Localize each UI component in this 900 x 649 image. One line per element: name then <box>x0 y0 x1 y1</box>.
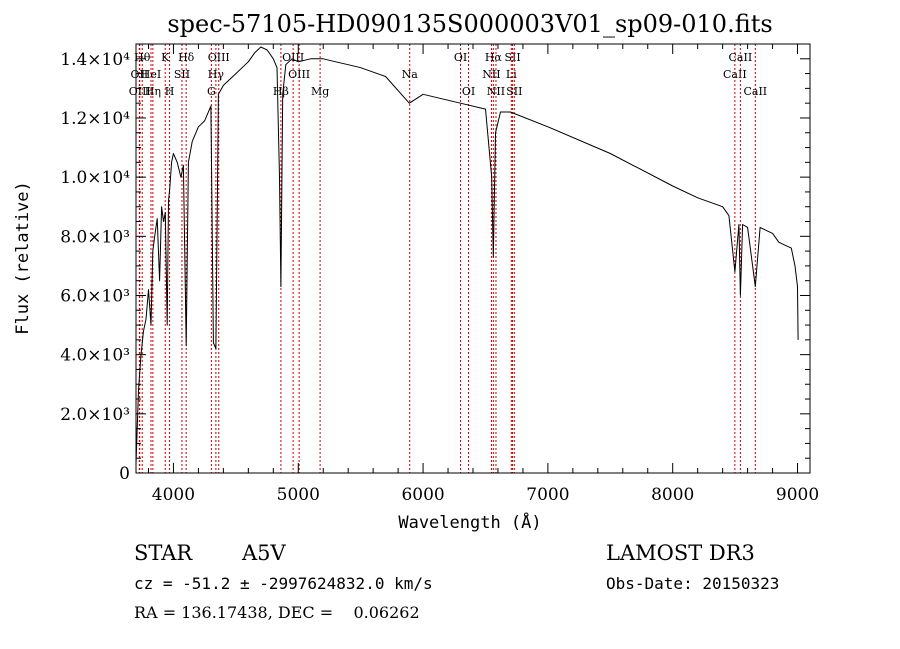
y-axis-label: Flux (relative) <box>13 181 33 335</box>
marker-label-4: Hη <box>145 85 161 98</box>
marker-label-27: CaII <box>743 85 767 98</box>
y-tick-label-6: 1.2×10⁴ <box>60 109 130 129</box>
marker-label-20: Hα <box>485 51 503 64</box>
x-tick-label-2: 6000 <box>401 485 444 505</box>
marker-label-0: Hθ <box>134 51 151 64</box>
y-tick-label-0: 0 <box>119 464 130 484</box>
marker-label-8: Hδ <box>178 51 195 64</box>
chart-title: spec-57105-HD090135S000003V01_sp09-010.f… <box>167 10 772 38</box>
y-axis-ticks: 0 2.0×10³ 4.0×10³ 6.0×10³ 8.0×10³ 1.0×10⁴ 1.2×… <box>60 50 810 484</box>
marker-label-17: OI <box>454 51 467 64</box>
marker-label-24: SII <box>506 85 522 98</box>
marker-label-2: OIII <box>129 85 151 98</box>
marker-label-19: NII <box>482 68 500 81</box>
x-tick-label-0: 4000 <box>152 485 195 505</box>
marker-label-18: OI <box>462 85 475 98</box>
object-subclass: A5V <box>241 541 287 565</box>
marker-label-23: SII <box>504 51 520 64</box>
series-line-flux <box>135 46 799 465</box>
marker-label-25: CaII <box>723 68 747 81</box>
flux-series <box>135 46 799 465</box>
plot-frame <box>135 43 811 474</box>
marker-label-15: Mg <box>311 85 329 98</box>
marker-label-5: K <box>161 51 170 64</box>
marker-label-14: OIII <box>288 68 310 81</box>
marker-label-10: OIII <box>208 51 230 64</box>
x-tick-label-3: 7000 <box>526 485 569 505</box>
y-tick-label-1: 2.0×10³ <box>60 405 130 425</box>
marker-label-22: Li <box>506 68 517 81</box>
x-tick-label-4: 8000 <box>651 485 694 505</box>
y-tick-label-2: 4.0×10³ <box>60 346 130 366</box>
y-tick-label-4: 8.0×10³ <box>60 227 130 247</box>
marker-label-7: SII <box>174 68 190 81</box>
survey-name: LAMOST DR3 <box>606 541 755 565</box>
marker-label-16: Na <box>402 68 419 81</box>
marker-label-3: HeI <box>141 68 161 81</box>
redshift-text: cz = -51.2 ± -2997624832.0 km/s <box>134 574 433 593</box>
x-tick-label-5: 9000 <box>776 485 819 505</box>
x-axis-ticks: 4000 5000 6000 7000 8000 9000 <box>147 44 819 505</box>
y-tick-label-3: 6.0×10³ <box>60 286 130 306</box>
marker-label-6: H <box>165 85 175 98</box>
marker-label-13: OIII <box>282 51 304 64</box>
marker-label-12: Hβ <box>273 85 289 98</box>
marker-label-26: CaII <box>729 51 753 64</box>
marker-label-1: OII <box>131 68 149 81</box>
y-tick-label-5: 1.0×10⁴ <box>60 168 130 188</box>
marker-label-11: G <box>207 85 216 98</box>
object-class: STAR <box>134 541 193 565</box>
coordinates-text: RA = 136.17438, DEC = 0.06262 <box>134 603 420 622</box>
y-tick-label-7: 1.4×10⁴ <box>60 50 130 70</box>
observation-date: Obs-Date: 20150323 <box>606 574 779 593</box>
marker-label-9: Hγ <box>208 68 225 81</box>
x-axis-label: Wavelength (Å) <box>398 511 541 533</box>
x-tick-label-1: 5000 <box>277 485 320 505</box>
marker-label-21: NII <box>487 85 505 98</box>
